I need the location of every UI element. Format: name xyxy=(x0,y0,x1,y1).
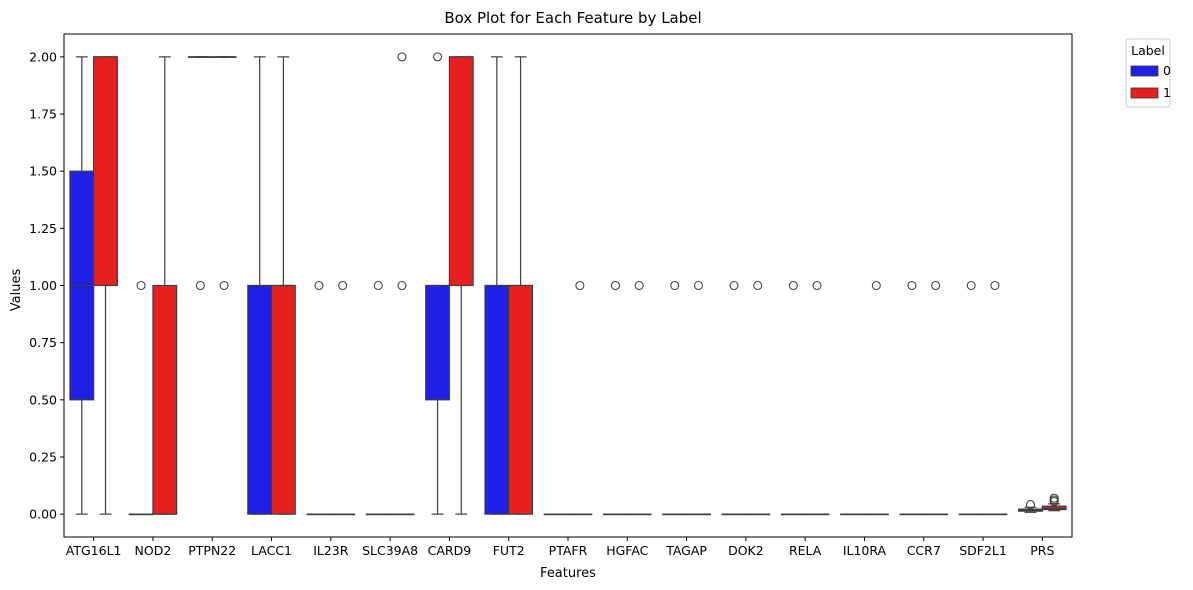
box-ccr7-label-1-outlier-0 xyxy=(931,280,941,291)
box-rela-label-1-outlier-0 xyxy=(812,280,822,291)
box-il23r-label-1-outlier-0 xyxy=(338,280,348,291)
y-tick-label-7: 1.75 xyxy=(29,107,57,122)
x-tick-label-ptpn22: PTPN22 xyxy=(188,543,236,558)
x-tick-label-lacc1: LACC1 xyxy=(251,543,292,558)
box-tagap-label-0-outlier-0 xyxy=(670,280,680,291)
legend: Label 0 1 xyxy=(1125,38,1171,108)
box-il10ra-label-1-outlier-0 xyxy=(871,280,881,291)
legend-title: Label xyxy=(1131,43,1165,58)
chart-title: Box Plot for Each Feature by Label xyxy=(444,9,701,27)
x-tick-label-rela: RELA xyxy=(789,543,822,558)
box-slc39a8-label-1-outlier-1 xyxy=(397,52,407,62)
box-ptpn22-label-1-outlier-0 xyxy=(219,280,229,291)
y-tick-label-5: 1.25 xyxy=(29,221,57,236)
box-nod2-label-1-box xyxy=(152,284,178,515)
x-axis-label: Features xyxy=(540,566,596,581)
x-tick-label-atg16l1: ATG16L1 xyxy=(66,543,122,558)
x-tick-label-hgfac: HGFAC xyxy=(606,543,648,558)
legend-entry-0: 0 xyxy=(1163,63,1171,78)
y-tick-label-2: 0.50 xyxy=(29,392,57,407)
box-lacc1-label-1-box xyxy=(270,284,296,515)
box-sdf2l1-label-0-outlier-0 xyxy=(966,280,976,291)
box-rela-label-0-outlier-0 xyxy=(788,280,798,291)
plot-frame xyxy=(63,33,1073,538)
box-ptpn22-label-0-outlier-0 xyxy=(195,280,205,291)
y-tick-label-3: 0.75 xyxy=(29,335,57,350)
box-il23r-label-0-outlier-0 xyxy=(314,280,324,291)
box-slc39a8-label-0-outlier-0 xyxy=(373,280,383,291)
x-tick-label-ccr7: CCR7 xyxy=(907,543,941,558)
plot-area: 0.00 0.25 0.50 0.75 1.00 1.25 1.50 1.75 2.00 ATG1… xyxy=(29,33,1073,558)
legend-entry-1: 1 xyxy=(1163,85,1171,100)
legend-swatch-0 xyxy=(1130,65,1159,77)
box-fut2-label-0-box xyxy=(484,284,510,515)
box-atg16l1-label-1-box xyxy=(93,56,118,287)
box-hgfac-label-0-outlier-0 xyxy=(610,280,620,291)
box-prs-label-0-outlier-0 xyxy=(1025,499,1036,510)
y-axis-label: Values xyxy=(9,269,24,312)
x-tick-label-prs: PRS xyxy=(1030,543,1054,558)
box-ccr7-label-0-outlier-0 xyxy=(907,280,917,291)
y-tick-label-0: 0.00 xyxy=(29,507,57,522)
x-tick-label-nod2: NOD2 xyxy=(135,543,172,558)
box-dok2-label-1-outlier-0 xyxy=(753,280,763,291)
x-tick-label-sdf2l1: SDF2L1 xyxy=(959,543,1007,558)
x-tick-label-dok2: DOK2 xyxy=(728,543,764,558)
box-slc39a8-label-1-outlier-0 xyxy=(397,280,407,291)
x-tick-label-tagap: TAGAP xyxy=(665,543,707,558)
box-tagap-label-1-outlier-0 xyxy=(693,280,703,291)
y-tick-label-6: 1.50 xyxy=(29,164,57,179)
box-prs-label-1-outlier-2 xyxy=(1049,493,1059,503)
y-tick-label-4: 1.00 xyxy=(29,278,57,293)
box-card9-label-0-box xyxy=(425,284,451,401)
box-sdf2l1-label-1-outlier-0 xyxy=(990,280,1000,291)
y-tick-label-1: 0.25 xyxy=(29,449,57,464)
x-tick-label-ptafr: PTAFR xyxy=(549,543,588,558)
box-fut2-label-1-box xyxy=(508,284,534,515)
box-card9-label-0-outlier-0 xyxy=(433,52,443,62)
box-ptafr-label-1-outlier-0 xyxy=(575,280,585,291)
x-tick-label-slc39a8: SLC39A8 xyxy=(362,543,418,558)
x-tick-label-il10ra: IL10RA xyxy=(843,543,887,558)
box-dok2-label-0-outlier-0 xyxy=(729,280,739,291)
legend-swatch-1 xyxy=(1130,87,1159,99)
box-hgfac-label-1-outlier-0 xyxy=(634,280,644,291)
x-tick-label-card9: CARD9 xyxy=(428,543,472,558)
x-tick-label-fut2: FUT2 xyxy=(493,543,525,558)
y-tick-label-8: 2.00 xyxy=(29,49,57,64)
box-lacc1-label-0-box xyxy=(247,284,273,515)
box-nod2-label-0-outlier-0 xyxy=(136,280,146,291)
x-tick-label-il23r: IL23R xyxy=(313,543,349,558)
box-card9-label-1-box xyxy=(448,56,474,287)
